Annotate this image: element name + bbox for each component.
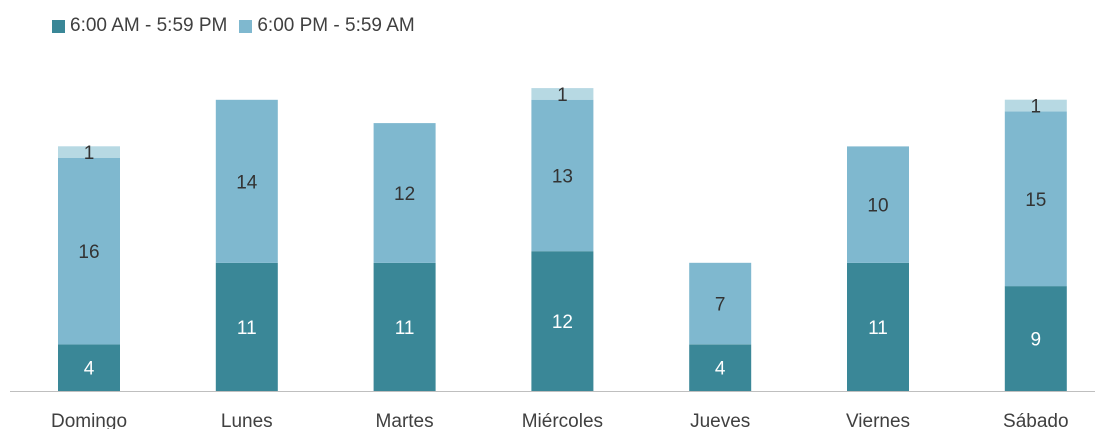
data-label-sábado-series-2: 1 bbox=[1031, 97, 1042, 118]
data-label-jueves-series-0: 4 bbox=[715, 359, 726, 380]
chart-legend: 6:00 AM - 5:59 PM 6:00 PM - 5:59 AM bbox=[52, 14, 427, 38]
data-label-sábado-series-1: 15 bbox=[1025, 190, 1046, 211]
bar-segment-domingo-series-1 bbox=[58, 158, 120, 345]
bar-segment-viernes-series-1 bbox=[847, 146, 909, 263]
bar-segment-lunes-series-1 bbox=[215, 99, 278, 263]
bar-segment-sábado-series-2 bbox=[1004, 99, 1067, 112]
x-tick-label-2: Martes bbox=[376, 411, 434, 429]
data-label-viernes-series-1: 10 bbox=[867, 196, 888, 217]
bar-segment-miércoles-series-0 bbox=[531, 251, 594, 391]
x-tick-label-0: Domingo bbox=[51, 411, 127, 429]
x-tick-label-3: Miércoles bbox=[522, 411, 603, 429]
data-label-viernes-series-0: 11 bbox=[868, 318, 888, 339]
bar-segment-sábado-series-0 bbox=[1004, 286, 1067, 391]
data-label-domingo-series-0: 4 bbox=[84, 359, 95, 380]
bar-segment-jueves-series-0 bbox=[689, 344, 752, 391]
x-tick-label-5: Viernes bbox=[846, 411, 910, 429]
data-label-martes-series-0: 11 bbox=[395, 318, 415, 339]
data-label-miércoles-series-0: 12 bbox=[552, 312, 573, 333]
legend-swatch-series-0 bbox=[52, 19, 65, 33]
bar-segment-miércoles-series-2 bbox=[531, 88, 594, 100]
bar-segment-domingo-series-0 bbox=[58, 344, 120, 391]
bar-segment-sábado-series-1 bbox=[1004, 111, 1067, 287]
legend-swatch-series-1 bbox=[239, 19, 253, 33]
bar-segment-jueves-series-1 bbox=[689, 262, 752, 345]
bar-segment-miércoles-series-1 bbox=[531, 99, 594, 252]
x-tick-label-1: Lunes bbox=[221, 411, 273, 429]
legend-item-series-1: 6:00 PM - 5:59 AM bbox=[239, 15, 415, 37]
bar-segment-martes-series-1 bbox=[373, 123, 436, 263]
data-label-lunes-series-0: 11 bbox=[237, 318, 257, 339]
x-tick-label-6: Sábado bbox=[1003, 411, 1069, 429]
bar-segment-martes-series-0 bbox=[373, 262, 436, 392]
x-tick-label-4: Jueves bbox=[690, 411, 750, 429]
legend-label-series-0: 6:00 AM - 5:59 PM bbox=[70, 15, 228, 36]
data-label-martes-series-1: 12 bbox=[394, 184, 415, 205]
data-label-miércoles-series-1: 13 bbox=[552, 167, 573, 188]
legend-item-series-0: 6:00 AM - 5:59 PM bbox=[52, 15, 227, 37]
bar-segment-viernes-series-0 bbox=[847, 262, 909, 392]
legend-label-series-1: 6:00 PM - 5:59 AM bbox=[257, 15, 415, 36]
data-label-domingo-series-1: 16 bbox=[78, 242, 99, 263]
data-label-sábado-series-0: 9 bbox=[1031, 330, 1042, 351]
data-label-jueves-series-1: 7 bbox=[715, 295, 726, 316]
bar-segment-domingo-series-2 bbox=[58, 146, 120, 158]
data-label-miércoles-series-2: 1 bbox=[557, 85, 568, 106]
data-label-domingo-series-2: 1 bbox=[84, 143, 95, 164]
bar-segment-lunes-series-0 bbox=[215, 262, 278, 392]
data-label-lunes-series-1: 14 bbox=[236, 172, 258, 193]
